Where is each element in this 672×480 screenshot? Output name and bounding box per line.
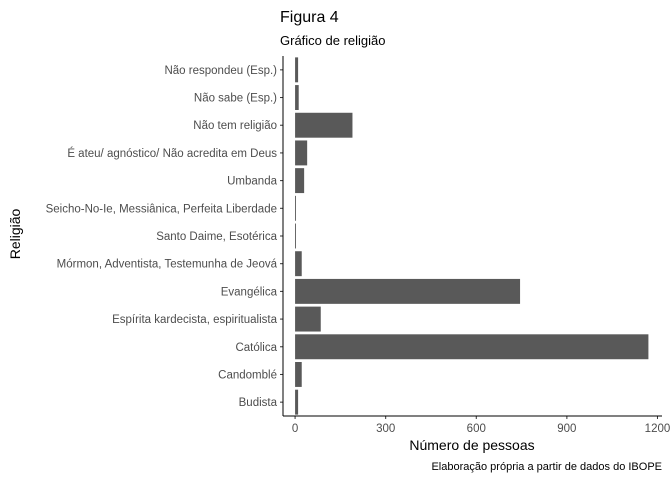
category-labels: Não respondeu (Esp.) Não sabe (Esp.) Não t…: [46, 65, 283, 409]
x-tick-label: 300: [376, 423, 395, 435]
bar: [295, 140, 308, 166]
bar: [295, 251, 302, 277]
category-label: Católica: [235, 342, 277, 354]
bar: [295, 195, 296, 221]
bar: [295, 278, 521, 304]
category-label: Evangélica: [221, 286, 278, 298]
category-label: É ateu/ agnóstico/ Não acredita em Deus: [67, 147, 277, 160]
bar: [295, 112, 353, 138]
category-label: Não tem religião: [193, 120, 277, 132]
category-label: Não sabe (Esp.): [194, 93, 277, 105]
bar: [295, 168, 305, 194]
category-label: Não respondeu (Esp.): [164, 65, 277, 77]
chart-caption: Elaboração própria a partir de dados do …: [431, 461, 662, 473]
category-label: Seicho-No-Ie, Messiânica, Perfeita Liber…: [46, 203, 277, 215]
x-tick-label: 600: [467, 423, 486, 435]
chart-subtitle: Gráfico de religião: [280, 33, 386, 48]
x-tick-label: 0: [292, 423, 298, 435]
category-label: Mórmon, Adventista, Testemunha de Jeová: [57, 259, 278, 271]
category-label: Espírita kardecista, espiritualista: [112, 314, 278, 326]
y-axis-title: Religião: [7, 208, 23, 259]
bar: [295, 57, 299, 83]
category-label: Candomblé: [218, 369, 277, 381]
bar: [295, 334, 649, 360]
x-tick-label: 1200: [645, 423, 671, 435]
bar: [295, 223, 296, 249]
bars-group: [295, 57, 649, 415]
x-tick-label: 900: [557, 423, 576, 435]
bar: [295, 85, 299, 110]
category-label: Umbanda: [227, 176, 277, 188]
x-axis-ticks: 0 300 600 900 1200: [292, 416, 670, 435]
bar: [295, 306, 321, 332]
category-label: Santo Daime, Esotérica: [156, 231, 277, 243]
chart-title: Figura 4: [280, 9, 339, 26]
bar: [295, 389, 299, 415]
bar: [295, 362, 302, 387]
x-axis-title: Número de pessoas: [409, 437, 534, 453]
category-label: Budista: [239, 397, 278, 409]
